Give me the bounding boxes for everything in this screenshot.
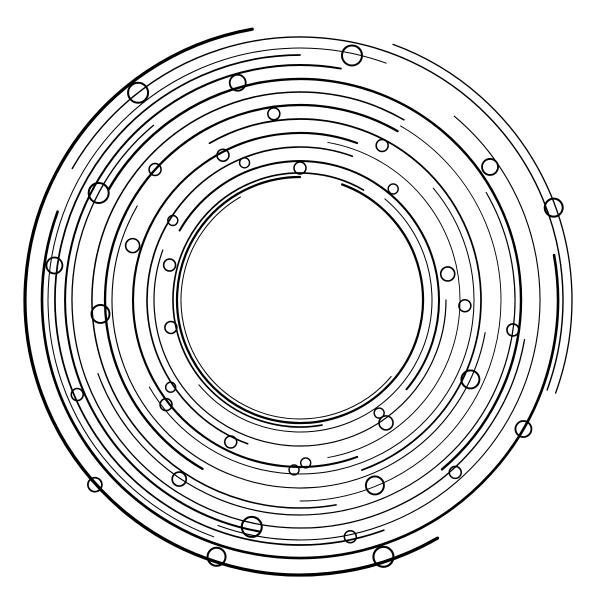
dot-39 [388, 184, 398, 194]
dot-1 [482, 159, 498, 175]
dot-5 [459, 300, 471, 312]
dot-11 [366, 476, 384, 494]
dot-38 [376, 139, 388, 151]
arc-0 [25, 29, 438, 575]
arc-21 [180, 161, 439, 389]
dot-34 [240, 158, 250, 168]
dot-36 [268, 108, 280, 120]
arc-2 [72, 37, 563, 390]
arc-1 [393, 44, 572, 393]
dot-10 [374, 408, 384, 418]
dot-26 [46, 257, 62, 273]
arc-13 [105, 105, 397, 469]
arc-11 [92, 92, 404, 508]
arc-18 [328, 142, 460, 457]
dot-18 [225, 436, 237, 448]
dot-27 [164, 259, 176, 271]
arc-23 [173, 173, 363, 427]
dot-25 [91, 305, 109, 323]
radial-diagram [0, 0, 600, 600]
arc-22 [199, 199, 432, 432]
arc-24 [177, 177, 423, 423]
dot-16 [242, 517, 262, 537]
dot-12 [373, 547, 393, 567]
arc-20 [154, 250, 446, 446]
arc-12 [300, 126, 501, 501]
dot-13 [344, 531, 356, 543]
dot-8 [449, 466, 461, 478]
dot-3 [441, 267, 455, 281]
dot-24 [165, 321, 177, 333]
dot-28 [126, 239, 140, 253]
dot-19 [172, 472, 186, 486]
